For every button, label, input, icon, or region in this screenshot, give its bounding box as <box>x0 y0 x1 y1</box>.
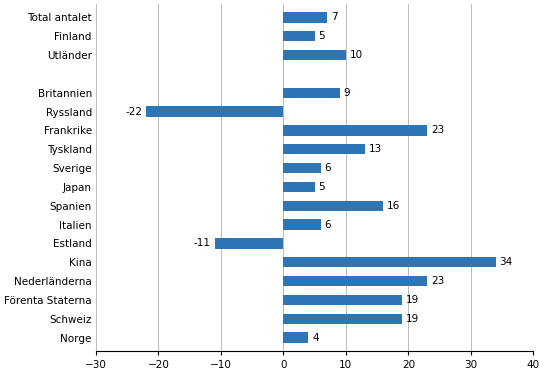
Bar <box>283 144 364 154</box>
Bar <box>283 88 339 98</box>
Text: 6: 6 <box>325 163 331 173</box>
Text: 9: 9 <box>343 88 350 98</box>
Text: -22: -22 <box>125 107 142 117</box>
Text: 19: 19 <box>406 314 419 324</box>
Bar <box>283 295 402 305</box>
Text: 34: 34 <box>499 257 513 267</box>
Bar <box>283 220 321 230</box>
Bar <box>215 238 283 249</box>
Bar <box>283 50 346 60</box>
Bar <box>283 313 402 324</box>
Bar <box>283 31 314 42</box>
Text: 6: 6 <box>325 220 331 230</box>
Text: 5: 5 <box>318 182 325 192</box>
Text: 16: 16 <box>387 201 400 211</box>
Text: 10: 10 <box>350 50 363 60</box>
Text: 23: 23 <box>431 125 444 135</box>
Bar <box>283 12 327 22</box>
Bar <box>283 200 384 211</box>
Bar <box>146 106 283 117</box>
Text: 19: 19 <box>406 295 419 305</box>
Text: 23: 23 <box>431 276 444 286</box>
Bar <box>283 182 314 192</box>
Text: 5: 5 <box>318 31 325 41</box>
Bar <box>283 276 427 286</box>
Bar <box>283 257 496 267</box>
Bar <box>283 163 321 173</box>
Text: 13: 13 <box>368 144 381 154</box>
Text: -11: -11 <box>194 238 211 248</box>
Bar <box>283 125 427 135</box>
Text: 7: 7 <box>331 12 337 22</box>
Text: 4: 4 <box>312 332 319 343</box>
Bar <box>283 332 308 343</box>
